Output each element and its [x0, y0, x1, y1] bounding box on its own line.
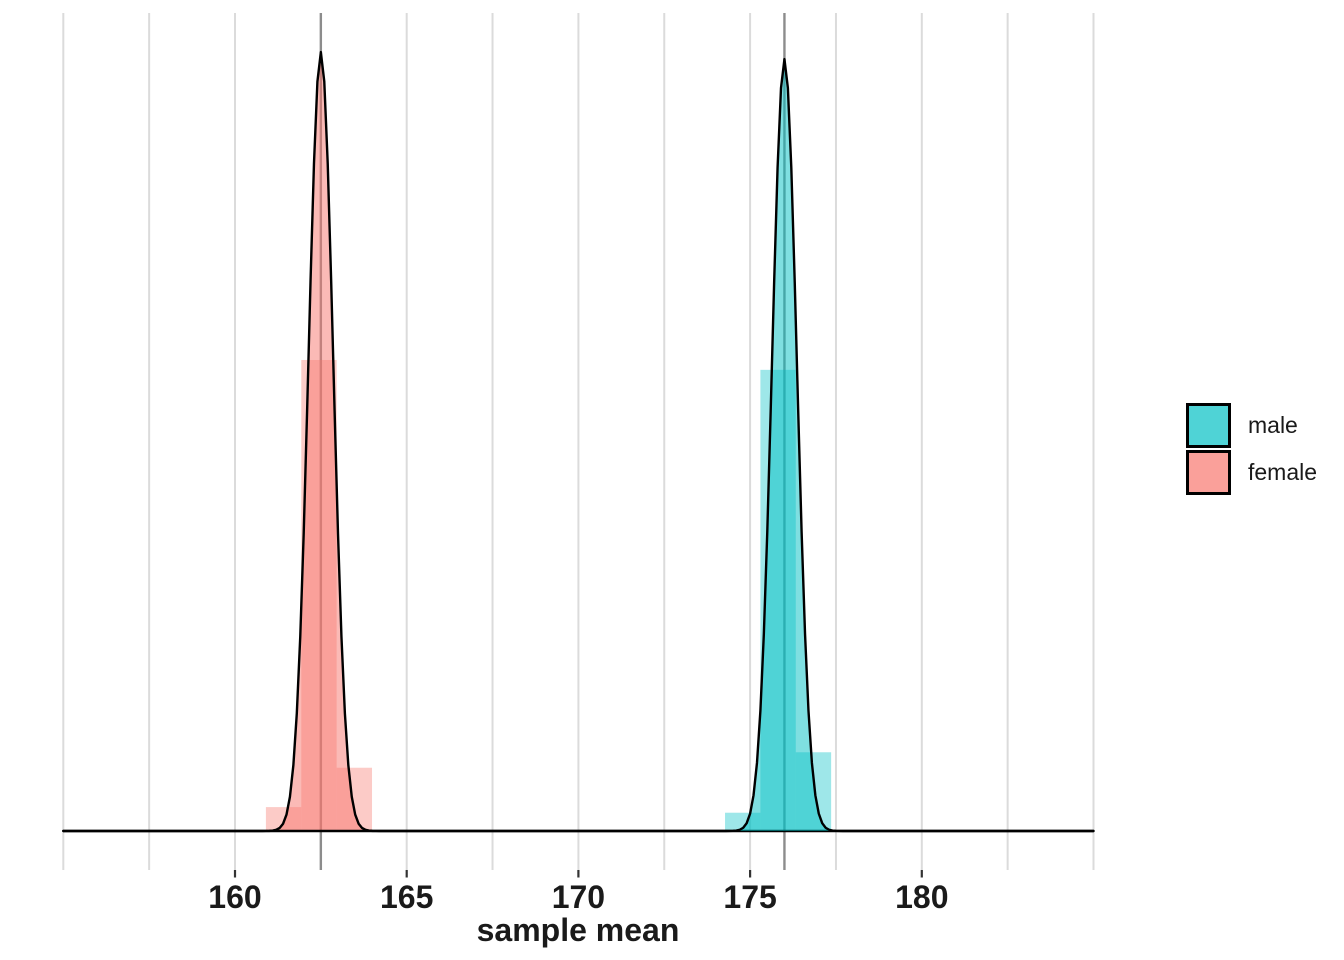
x-axis-layer: 160 165 170 175 180: [208, 870, 948, 915]
x-tick-label-180: 180: [895, 879, 948, 915]
legend-label-female: female: [1248, 459, 1318, 485]
density-curve-layer: [62, 50, 1095, 833]
x-tick-label-170: 170: [552, 879, 605, 915]
density-fill-female: [63, 52, 1094, 831]
x-tick-label-165: 165: [380, 879, 433, 915]
x-tick-label-175: 175: [723, 879, 776, 915]
legend: male female: [1186, 403, 1317, 497]
grid-layer: [62, 13, 1095, 870]
histogram-layer: [265, 359, 832, 831]
x-axis-title: sample mean: [477, 912, 680, 948]
x-tick-label-160: 160: [208, 879, 261, 915]
legend-item-female: female: [1186, 450, 1317, 495]
legend-label-male: male: [1248, 412, 1298, 438]
legend-swatch-female-icon: [1186, 450, 1231, 495]
density-curve-male: [62, 57, 1095, 833]
legend-swatch-male-icon: [1186, 403, 1231, 448]
mean-line-layer: [319, 13, 786, 870]
legend-item-male: male: [1186, 403, 1317, 448]
